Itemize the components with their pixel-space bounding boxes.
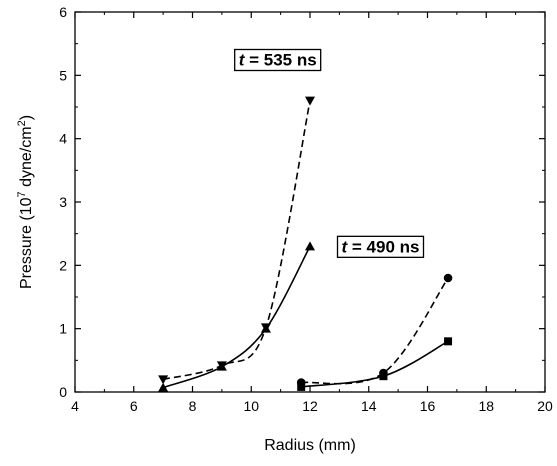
x-tick-label: 18 — [478, 398, 494, 414]
y-tick-label: 3 — [59, 194, 67, 210]
triangle-down-marker — [158, 375, 169, 385]
y-tick-label: 1 — [59, 321, 67, 337]
annotation-value: = 490 ns — [347, 237, 419, 256]
x-tick-label: 6 — [130, 398, 138, 414]
series-1-line — [162, 245, 311, 389]
annotation-variable: t — [342, 237, 349, 256]
y-tick-label: 6 — [59, 4, 67, 20]
x-tick-label: 20 — [537, 398, 553, 414]
y-axis-title-unit-exponent: 2 — [16, 120, 28, 126]
triangle-down-marker — [305, 96, 315, 106]
x-tick-label: 4 — [71, 398, 79, 414]
annotation-label-0: t = 535 ns — [239, 51, 317, 70]
y-axis-title-exponent: 7 — [16, 191, 28, 197]
triangle-up-marker — [158, 382, 169, 392]
y-axis-title: Pressure (107 dyne/cm2) — [16, 115, 35, 289]
y-tick-label: 5 — [59, 67, 67, 83]
circle-marker — [443, 273, 453, 283]
x-tick-label: 10 — [243, 398, 259, 414]
y-axis-title-suffix: ) — [18, 115, 35, 120]
y-axis-title-prefix: Pressure (10 — [18, 197, 35, 289]
annotation-box-1 — [336, 235, 425, 258]
annotation-variable: t — [239, 51, 246, 70]
annotation-value: = 535 ns — [244, 51, 316, 70]
y-tick-label: 4 — [59, 131, 67, 147]
x-tick-label: 8 — [189, 398, 197, 414]
x-axis-title: Radius (mm) — [264, 437, 356, 454]
plot-layer — [158, 96, 453, 392]
triangle-up-marker — [305, 241, 315, 251]
axes-layer — [74, 11, 546, 393]
x-tick-label: 14 — [361, 398, 377, 414]
x-tick-label: 12 — [302, 398, 318, 414]
y-tick-label: 0 — [59, 384, 67, 400]
square-marker — [297, 382, 306, 391]
triangle-up-marker — [260, 323, 271, 333]
series-0-line — [162, 100, 311, 381]
y-axis-title-unit: dyne/cm — [18, 126, 35, 191]
triangle-up-marker — [216, 361, 227, 371]
square-marker — [444, 337, 453, 346]
x-tick-label: 16 — [420, 398, 436, 414]
square-marker — [379, 372, 388, 381]
annotation-label-1: t = 490 ns — [342, 237, 420, 256]
annotation-box-0 — [234, 48, 322, 72]
y-tick-label: 2 — [59, 257, 67, 273]
